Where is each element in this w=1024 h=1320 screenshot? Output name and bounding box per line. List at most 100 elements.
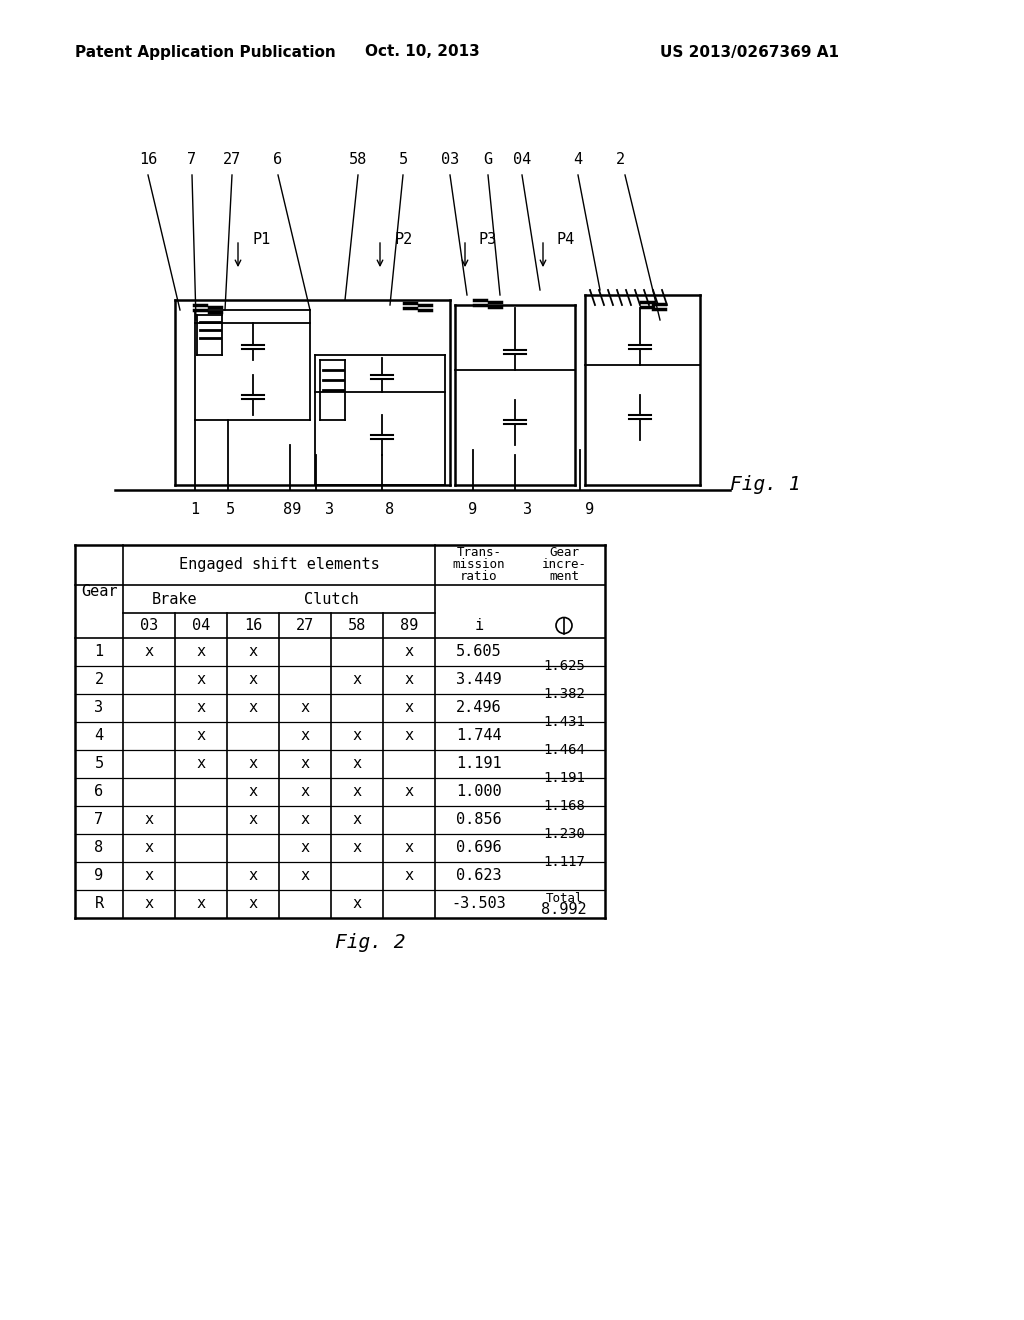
Text: 5: 5 — [398, 153, 408, 168]
Text: 3: 3 — [326, 503, 335, 517]
Text: 1.744: 1.744 — [456, 729, 502, 743]
Text: P4: P4 — [557, 232, 575, 248]
Text: 9: 9 — [586, 503, 595, 517]
Text: 58: 58 — [348, 618, 367, 634]
Text: x: x — [352, 784, 361, 800]
Text: 1.191: 1.191 — [456, 756, 502, 771]
Text: 7: 7 — [187, 153, 197, 168]
Text: 1.168: 1.168 — [543, 799, 585, 813]
Text: x: x — [197, 644, 206, 660]
Text: 27: 27 — [296, 618, 314, 634]
Text: 1: 1 — [94, 644, 103, 660]
Text: x: x — [300, 841, 309, 855]
Text: Oct. 10, 2013: Oct. 10, 2013 — [365, 45, 479, 59]
Text: 0.623: 0.623 — [456, 869, 502, 883]
Text: x: x — [404, 672, 414, 688]
Text: x: x — [144, 841, 154, 855]
Text: 89: 89 — [400, 618, 418, 634]
Text: x: x — [197, 729, 206, 743]
Text: 1.625: 1.625 — [543, 659, 585, 673]
Text: x: x — [404, 729, 414, 743]
Text: 6: 6 — [273, 153, 283, 168]
Text: 9: 9 — [468, 503, 477, 517]
Text: x: x — [352, 729, 361, 743]
Text: 9: 9 — [94, 869, 103, 883]
Text: 03: 03 — [441, 153, 459, 168]
Text: 03: 03 — [140, 618, 158, 634]
Text: x: x — [144, 869, 154, 883]
Text: x: x — [249, 672, 258, 688]
Text: x: x — [249, 756, 258, 771]
Text: Fig. 2: Fig. 2 — [335, 933, 406, 952]
Text: x: x — [144, 813, 154, 828]
Text: P1: P1 — [252, 232, 270, 248]
Text: -3.503: -3.503 — [452, 896, 507, 912]
Text: 1.464: 1.464 — [543, 743, 585, 756]
Text: 7: 7 — [94, 813, 103, 828]
Text: Brake: Brake — [153, 591, 198, 606]
Text: 8: 8 — [94, 841, 103, 855]
Text: x: x — [197, 756, 206, 771]
Text: Gear: Gear — [549, 546, 579, 560]
Text: 2: 2 — [615, 153, 625, 168]
Text: x: x — [197, 672, 206, 688]
Text: 89: 89 — [283, 503, 301, 517]
Text: x: x — [300, 729, 309, 743]
Text: Fig. 1: Fig. 1 — [730, 475, 801, 495]
Text: i: i — [474, 618, 483, 634]
Text: x: x — [404, 869, 414, 883]
Text: 8: 8 — [385, 503, 394, 517]
Text: 0.856: 0.856 — [456, 813, 502, 828]
Text: x: x — [404, 841, 414, 855]
Text: 16: 16 — [139, 153, 157, 168]
Text: 04: 04 — [191, 618, 210, 634]
Text: x: x — [352, 841, 361, 855]
Text: 16: 16 — [244, 618, 262, 634]
Text: x: x — [144, 896, 154, 912]
Text: 4: 4 — [94, 729, 103, 743]
Text: G: G — [483, 153, 493, 168]
Text: 0.696: 0.696 — [456, 841, 502, 855]
Text: 6: 6 — [94, 784, 103, 800]
Text: P3: P3 — [479, 232, 498, 248]
Text: 5: 5 — [225, 503, 234, 517]
Text: 1.382: 1.382 — [543, 686, 585, 701]
Text: Patent Application Publication: Patent Application Publication — [75, 45, 336, 59]
Text: R: R — [94, 896, 103, 912]
Text: x: x — [352, 896, 361, 912]
Text: x: x — [249, 896, 258, 912]
Text: x: x — [300, 701, 309, 715]
Text: Trans-: Trans- — [457, 546, 502, 560]
Text: 27: 27 — [223, 153, 241, 168]
Text: x: x — [352, 672, 361, 688]
Text: x: x — [249, 701, 258, 715]
Text: x: x — [197, 701, 206, 715]
Text: 3: 3 — [523, 503, 532, 517]
Text: mission: mission — [453, 558, 505, 572]
Text: 4: 4 — [573, 153, 583, 168]
Text: x: x — [404, 644, 414, 660]
Text: 58: 58 — [349, 153, 368, 168]
Text: US 2013/0267369 A1: US 2013/0267369 A1 — [660, 45, 839, 59]
Text: x: x — [300, 784, 309, 800]
Text: 2: 2 — [94, 672, 103, 688]
Text: x: x — [352, 756, 361, 771]
Text: x: x — [249, 644, 258, 660]
Text: Clutch: Clutch — [304, 591, 358, 606]
Text: 1.431: 1.431 — [543, 715, 585, 729]
Text: 2.496: 2.496 — [456, 701, 502, 715]
Text: x: x — [197, 896, 206, 912]
Text: x: x — [404, 784, 414, 800]
Text: 1.191: 1.191 — [543, 771, 585, 785]
Text: 3.449: 3.449 — [456, 672, 502, 688]
Text: incre-: incre- — [542, 558, 587, 572]
Text: x: x — [404, 701, 414, 715]
Text: 04: 04 — [513, 153, 531, 168]
Text: Gear: Gear — [81, 583, 118, 599]
Text: x: x — [300, 869, 309, 883]
Text: Total: Total — [545, 892, 583, 906]
Text: x: x — [144, 644, 154, 660]
Text: x: x — [300, 813, 309, 828]
Text: 5.605: 5.605 — [456, 644, 502, 660]
Text: x: x — [249, 869, 258, 883]
